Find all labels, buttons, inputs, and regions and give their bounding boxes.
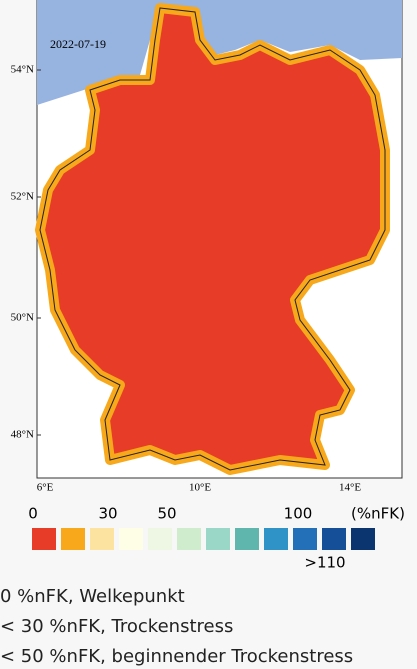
legend-label: 0: [28, 505, 38, 523]
legend-label: 50: [157, 505, 176, 523]
border: [39, 7, 386, 471]
legend-swatch: [61, 528, 85, 550]
lat-label: 52°N: [11, 191, 34, 203]
lon-label: 14°E: [339, 482, 361, 494]
legend-swatch: [90, 528, 114, 550]
lon-label: 10°E: [189, 482, 211, 494]
legend-label: 100: [284, 505, 313, 523]
legend-swatch: [206, 528, 230, 550]
lat-label: 50°N: [11, 312, 34, 324]
lon-label: 6°E: [37, 482, 54, 494]
legend-swatch: [119, 528, 143, 550]
legend-label: (%nFK): [351, 505, 405, 523]
sea: [37, 0, 402, 105]
lat-label: 54°N: [11, 64, 34, 76]
legend-swatch: [32, 528, 56, 550]
legend-swatch: [148, 528, 172, 550]
lat-label: 48°N: [11, 429, 34, 441]
map: 2022-07-19 54°N52°N50°N48°N 6°E 10°E 14°E …: [11, 0, 405, 572]
legend-swatch: [351, 528, 375, 550]
legend-label: 30: [98, 505, 117, 523]
legend-swatch: [235, 528, 259, 550]
note: 0 %nFK, Welkepunkt: [0, 586, 185, 607]
note: < 50 %nFK, beginnender Trockenstress: [0, 646, 354, 667]
legend-swatch: [293, 528, 317, 550]
legend-swatch: [264, 528, 288, 550]
note: < 30 %nFK, Trockenstress: [0, 616, 234, 637]
legend-swatch: [177, 528, 201, 550]
legend-label: >110: [304, 554, 345, 572]
legend-swatch: [322, 528, 346, 550]
date: 2022-07-19: [50, 37, 106, 51]
